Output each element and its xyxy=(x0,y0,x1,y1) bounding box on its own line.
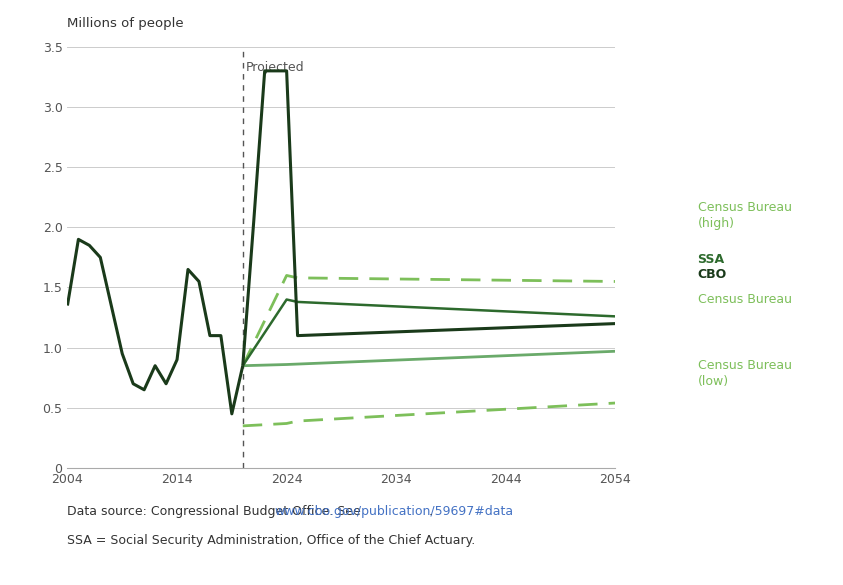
Text: Millions of people: Millions of people xyxy=(67,17,184,30)
Text: Data source: Congressional Budget Office. See: Data source: Congressional Budget Office… xyxy=(67,505,365,518)
Text: Census Bureau
(low): Census Bureau (low) xyxy=(698,359,792,388)
Text: SSA = Social Security Administration, Office of the Chief Actuary.: SSA = Social Security Administration, Of… xyxy=(67,534,475,547)
Text: CBO: CBO xyxy=(698,268,727,281)
Text: Census Bureau: Census Bureau xyxy=(698,293,792,306)
Text: SSA: SSA xyxy=(698,253,725,266)
Text: Census Bureau
(high): Census Bureau (high) xyxy=(698,201,792,230)
Text: .: . xyxy=(428,505,432,518)
Text: Projected: Projected xyxy=(246,61,304,74)
Text: www.cbo.gov/publication/59697#data: www.cbo.gov/publication/59697#data xyxy=(275,505,514,518)
